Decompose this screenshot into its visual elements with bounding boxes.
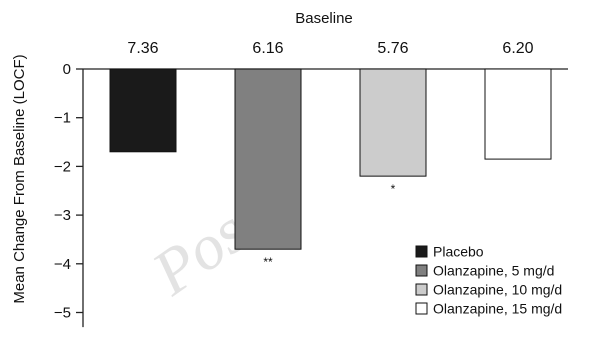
significance-marker: * <box>391 182 396 196</box>
baseline-value-label: 5.76 <box>377 40 408 57</box>
y-tick-label: −2 <box>54 158 71 175</box>
bar <box>109 68 177 153</box>
bar <box>359 68 427 177</box>
significance-marker: ** <box>263 255 273 269</box>
y-tick-label: −5 <box>54 305 71 322</box>
baseline-header: Baseline <box>295 10 353 27</box>
y-tick-label: 0 <box>63 61 71 78</box>
baseline-value-label: 7.36 <box>127 40 158 57</box>
legend-swatch <box>415 302 428 315</box>
y-tick-label: −1 <box>54 110 71 127</box>
legend-entry: Placebo <box>433 244 484 260</box>
legend-swatch <box>415 264 428 277</box>
legend-entry: Olanzapine, 5 mg/d <box>433 263 554 279</box>
legend-swatch <box>415 283 428 296</box>
legend-entry: Olanzapine, 10 mg/d <box>433 282 562 298</box>
bar <box>484 68 552 160</box>
legend-entry: Olanzapine, 15 mg/d <box>433 301 562 317</box>
y-axis-label: Mean Change From Baseline (LOCF) <box>11 54 28 303</box>
baseline-value-label: 6.20 <box>502 40 533 57</box>
y-tick-label: −3 <box>54 207 71 224</box>
bar <box>234 68 302 250</box>
baseline-value-label: 6.16 <box>252 40 283 57</box>
y-tick-label: −4 <box>54 256 71 273</box>
legend-swatch <box>415 245 428 258</box>
